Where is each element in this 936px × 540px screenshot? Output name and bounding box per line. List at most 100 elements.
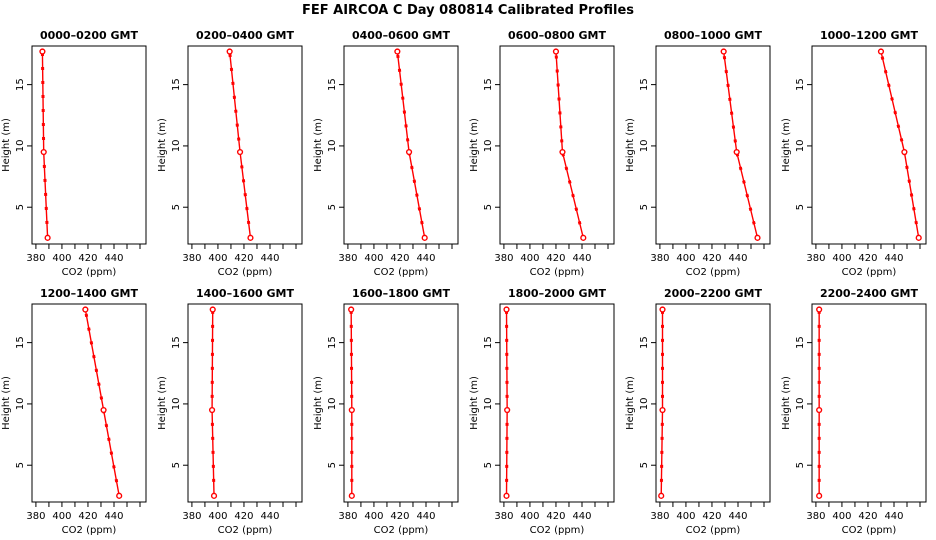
y-tick-label: 5 xyxy=(171,204,182,210)
subplot-panel: 0000–0200 GMT 380 400 420 440 5 10 15 CO2 (ppm) H… xyxy=(0,24,156,282)
data-point-marker xyxy=(503,306,510,313)
x-tick-label: 420 xyxy=(858,511,877,522)
x-tick-label: 420 xyxy=(858,253,877,264)
x-tick-label: 440 xyxy=(104,511,123,522)
panel-title: 1000–1200 GMT xyxy=(820,29,919,42)
y-axis-title: Height (m) xyxy=(157,376,168,430)
subplot-panel: 1200–1400 GMT 380 400 420 440 5 10 15 CO2 (ppm) H… xyxy=(0,282,156,540)
y-tick-label: 5 xyxy=(795,462,806,468)
y-tick-label: 15 xyxy=(15,78,26,91)
data-point-marker xyxy=(816,406,823,414)
data-point-marker xyxy=(552,48,560,55)
x-tick-label: 400 xyxy=(832,253,851,264)
x-tick-label: 380 xyxy=(806,253,825,264)
x-tick-label: 420 xyxy=(546,253,565,264)
profile-line xyxy=(211,309,215,496)
plot-box xyxy=(655,303,771,503)
y-tick-label: 5 xyxy=(795,204,806,210)
data-point-marker xyxy=(877,48,885,55)
x-tick-label: 380 xyxy=(494,511,513,522)
data-point-marker xyxy=(82,306,89,313)
x-axis-title: CO2 (ppm) xyxy=(218,267,273,278)
x-axis-title: CO2 (ppm) xyxy=(842,267,897,278)
subplot-svg: 0800–1000 GMT 380 400 420 440 5 10 15 CO2 (ppm) H… xyxy=(625,29,771,278)
x-tick-label: 380 xyxy=(182,253,201,264)
data-point-marker xyxy=(247,234,254,241)
data-point-marker xyxy=(504,406,511,414)
subplot-panel: 0200–0400 GMT 380 400 420 440 5 10 15 CO2 (ppm) H… xyxy=(156,24,312,282)
x-tick-label: 400 xyxy=(364,511,383,522)
x-tick-label: 420 xyxy=(390,511,409,522)
y-axis-title: Height (m) xyxy=(781,118,792,172)
x-tick-label: 420 xyxy=(78,511,97,522)
data-point-marker xyxy=(209,306,216,313)
data-point-marker xyxy=(659,406,666,414)
subplot-panel: 0600–0800 GMT 380 400 420 440 5 10 15 CO2 (ppm) H… xyxy=(468,24,624,282)
y-tick-label: 5 xyxy=(327,462,338,468)
x-tick-label: 420 xyxy=(702,253,721,264)
subplot-svg: 0400–0600 GMT 380 400 420 440 5 10 15 CO2 (ppm) H… xyxy=(313,29,459,278)
x-tick-label: 420 xyxy=(702,511,721,522)
y-tick-label: 10 xyxy=(483,140,494,153)
subplot-svg: 1000–1200 GMT 380 400 420 440 5 10 15 CO2 (ppm) H… xyxy=(781,29,927,278)
data-point-marker xyxy=(503,492,510,499)
data-point-marker xyxy=(116,492,123,499)
x-axis-title: CO2 (ppm) xyxy=(374,525,429,536)
panels-grid: 0000–0200 GMT 380 400 420 440 5 10 15 CO2 (ppm) H… xyxy=(0,24,936,540)
data-point-marker xyxy=(901,148,908,156)
y-axis-title: Height (m) xyxy=(469,118,480,172)
y-tick-label: 5 xyxy=(15,462,26,468)
subplot-panel: 1600–1800 GMT 380 400 420 440 5 10 15 CO2 (ppm) H… xyxy=(312,282,468,540)
x-tick-label: 380 xyxy=(650,511,669,522)
plot-box xyxy=(343,303,459,503)
plot-box xyxy=(499,45,615,245)
y-tick-label: 5 xyxy=(483,204,494,210)
y-tick-label: 5 xyxy=(327,204,338,210)
panel-title: 0400–0600 GMT xyxy=(352,29,451,42)
subplot-panel: 0800–1000 GMT 380 400 420 440 5 10 15 CO2 (ppm) H… xyxy=(624,24,780,282)
x-tick-label: 400 xyxy=(52,511,71,522)
data-point-marker xyxy=(40,148,47,156)
x-axis-title: CO2 (ppm) xyxy=(62,525,117,536)
subplot-svg: 1400–1600 GMT 380 400 420 440 5 10 15 CO2 (ppm) H… xyxy=(157,287,303,536)
y-tick-label: 5 xyxy=(639,204,650,210)
x-tick-label: 420 xyxy=(390,253,409,264)
profile-line xyxy=(660,309,664,496)
data-point-marker xyxy=(816,492,823,499)
subplot-panel: 2200–2400 GMT 380 400 420 440 5 10 15 CO2 (ppm) H… xyxy=(780,282,936,540)
data-point-marker xyxy=(348,306,355,313)
y-tick-label: 15 xyxy=(327,336,338,349)
y-tick-label: 10 xyxy=(483,398,494,411)
y-tick-label: 15 xyxy=(639,336,650,349)
data-point-marker xyxy=(580,234,587,241)
plot-box xyxy=(187,303,303,503)
profile-line xyxy=(228,51,252,238)
subplot-svg: 2200–2400 GMT 380 400 420 440 5 10 15 CO2 (ppm) H… xyxy=(781,287,927,536)
panel-title: 1800–2000 GMT xyxy=(508,287,607,300)
panel-title: 0000–0200 GMT xyxy=(40,29,139,42)
x-tick-label: 440 xyxy=(572,511,591,522)
x-tick-label: 400 xyxy=(364,253,383,264)
y-tick-label: 15 xyxy=(639,78,650,91)
x-tick-label: 380 xyxy=(338,511,357,522)
x-axis-title: CO2 (ppm) xyxy=(218,525,273,536)
x-axis-title: CO2 (ppm) xyxy=(530,267,585,278)
x-axis-title: CO2 (ppm) xyxy=(374,267,429,278)
data-point-marker xyxy=(816,306,823,313)
x-tick-label: 440 xyxy=(884,253,903,264)
data-point-marker xyxy=(348,406,355,414)
x-tick-label: 420 xyxy=(78,253,97,264)
plot-box xyxy=(811,303,927,503)
plot-box xyxy=(187,45,303,245)
x-tick-label: 400 xyxy=(676,511,695,522)
y-tick-label: 5 xyxy=(15,204,26,210)
x-tick-label: 380 xyxy=(650,253,669,264)
y-tick-label: 10 xyxy=(15,398,26,411)
y-axis-title: Height (m) xyxy=(1,376,12,430)
x-axis-title: CO2 (ppm) xyxy=(62,267,117,278)
y-axis-title: Height (m) xyxy=(157,118,168,172)
x-tick-label: 400 xyxy=(520,511,539,522)
y-tick-label: 5 xyxy=(483,462,494,468)
data-point-marker xyxy=(208,406,216,414)
